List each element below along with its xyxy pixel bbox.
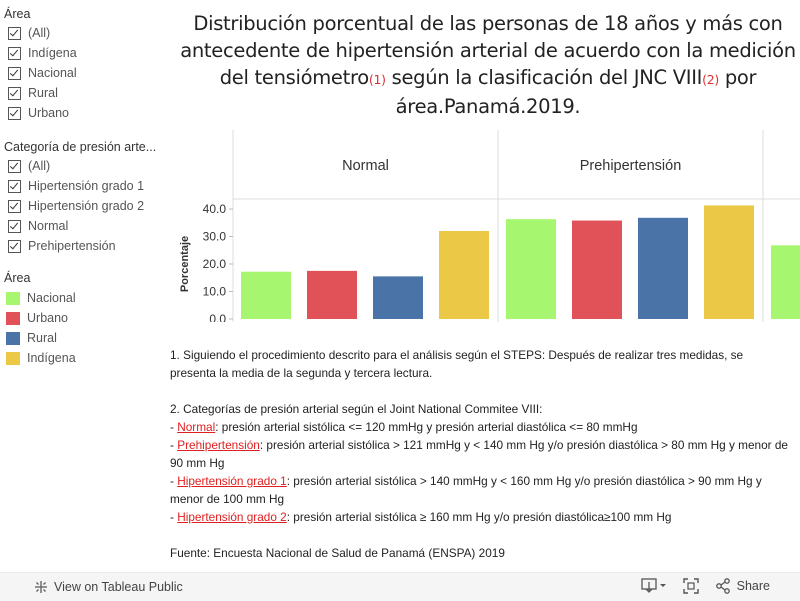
legend-swatch (6, 311, 20, 325)
footnote-ref-1: (1) (368, 72, 386, 87)
legend-swatch (6, 351, 20, 365)
bar-rural (638, 217, 688, 319)
y-tick-label: 0.0 (209, 312, 226, 322)
note-1: 1. Siguiendo el procedimiento descrito p… (170, 348, 744, 380)
bar-indígena (439, 231, 489, 319)
view-on-tableau-button[interactable]: View on Tableau Public (34, 580, 183, 594)
checkbox-icon[interactable] (8, 239, 21, 253)
bar-nacional (771, 245, 800, 319)
note-2: 2. Categorías de presión arterial según … (170, 402, 543, 416)
fullscreen-icon (682, 578, 699, 594)
checkbox-icon[interactable] (8, 219, 21, 233)
legend-title: Área (4, 271, 31, 285)
group-header: Prehipertensión (580, 158, 682, 174)
area-filter-rural[interactable]: Rural (8, 84, 58, 102)
legend-item-nacional[interactable]: Nacional (6, 290, 76, 306)
category-filter-grado1[interactable]: Hipertensión grado 1 (8, 177, 144, 195)
checkbox-icon[interactable] (8, 106, 21, 120)
tableau-toolbar: View on Tableau Public (0, 572, 800, 601)
legend-item-urbano[interactable]: Urbano (6, 310, 68, 326)
legend-item-rural[interactable]: Rural (6, 330, 57, 346)
area-filter-indigena[interactable]: Indígena (8, 44, 77, 62)
chart-title: Distribución porcentual de las personas … (180, 12, 796, 118)
legend-swatch (6, 291, 20, 305)
category-filter-prehipertension[interactable]: Prehipertensión (8, 237, 116, 255)
category-filter-normal[interactable]: Normal (8, 217, 68, 235)
category-filter-grado2[interactable]: Hipertensión grado 2 (8, 197, 144, 215)
footnotes: 1. Siguiendo el procedimiento descrito p… (170, 346, 792, 562)
checkbox-icon[interactable] (8, 26, 21, 40)
group-header: Normal (342, 158, 389, 174)
source-note: Fuente: Encuesta Nacional de Salud de Pa… (170, 546, 505, 560)
chart-svg: Porcentaje 40.0 30.0 20.0 10.0 0.0 Normal Prehi… (179, 130, 800, 326)
area-filter-title: Área (4, 7, 31, 21)
bar-chart: Porcentaje 40.0 30.0 20.0 10.0 0.0 Normal Prehi… (170, 130, 800, 326)
bar-urbano (307, 270, 357, 319)
download-button[interactable] (640, 578, 667, 594)
bar-nacional (241, 271, 291, 319)
bar-rural (373, 276, 423, 319)
legend-item-indigena[interactable]: Indígena (6, 350, 76, 366)
checkbox-icon[interactable] (8, 66, 21, 80)
prehipertension-link[interactable]: Prehipertensión (177, 438, 260, 452)
grado2-link[interactable]: Hipertensión grado 2 (177, 510, 287, 524)
normal-link[interactable]: Normal (177, 420, 216, 434)
fullscreen-button[interactable] (682, 578, 699, 594)
grado1-link[interactable]: Hipertensión grado 1 (177, 474, 287, 488)
category-filter-title: Categoría de presión arte... (4, 140, 157, 154)
download-icon (640, 578, 666, 593)
bar-urbano (572, 220, 622, 319)
area-filter-urbano[interactable]: Urbano (8, 104, 69, 122)
checkbox-icon[interactable] (8, 179, 21, 193)
checkbox-icon[interactable] (8, 86, 21, 100)
y-tick-label: 20.0 (203, 257, 227, 271)
legend-swatch (6, 331, 20, 345)
checkbox-icon[interactable] (8, 46, 21, 60)
y-tick-label: 30.0 (203, 230, 227, 244)
share-button[interactable]: Share (715, 578, 770, 594)
bar-nacional (506, 219, 556, 319)
checkbox-icon[interactable] (8, 159, 21, 173)
tableau-logo-icon (35, 581, 47, 593)
checkbox-icon[interactable] (8, 199, 21, 213)
area-filter-all[interactable]: (All) (8, 24, 50, 42)
y-axis-label: Porcentaje (179, 236, 191, 292)
bar-indígena (704, 205, 754, 319)
y-tick-label: 40.0 (203, 202, 227, 216)
y-tick-label: 10.0 (203, 285, 227, 299)
share-icon (715, 578, 730, 594)
footnote-ref-2: (2) (702, 72, 719, 87)
category-filter-all[interactable]: (All) (8, 157, 50, 175)
area-filter-nacional[interactable]: Nacional (8, 64, 77, 82)
